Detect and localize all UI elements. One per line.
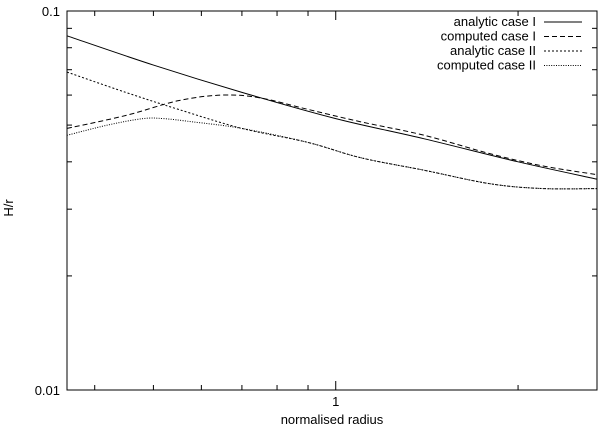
y-axis-title: H/r [1, 199, 16, 217]
tick-labels: 1 0.01 0.1 [35, 4, 340, 409]
x-axis-title: normalised radius [281, 412, 384, 427]
legend-label: analytic case I [454, 14, 536, 29]
series-line-3 [66, 71, 598, 190]
series-lines [66, 35, 598, 190]
series-line-2 [66, 94, 598, 176]
legend-label: analytic case II [450, 43, 536, 58]
series-line-4 [66, 117, 598, 190]
y-tick-label: 0.01 [35, 383, 60, 398]
x-tick-label: 1 [332, 394, 339, 409]
legend-label: computed case I [441, 29, 536, 44]
plot-frame [66, 10, 598, 391]
legend-label: computed case II [437, 58, 536, 73]
ticks [67, 10, 597, 391]
y-tick-label: 0.1 [42, 4, 60, 19]
plot-frame-border [66, 10, 598, 391]
series-line-1 [66, 35, 598, 180]
